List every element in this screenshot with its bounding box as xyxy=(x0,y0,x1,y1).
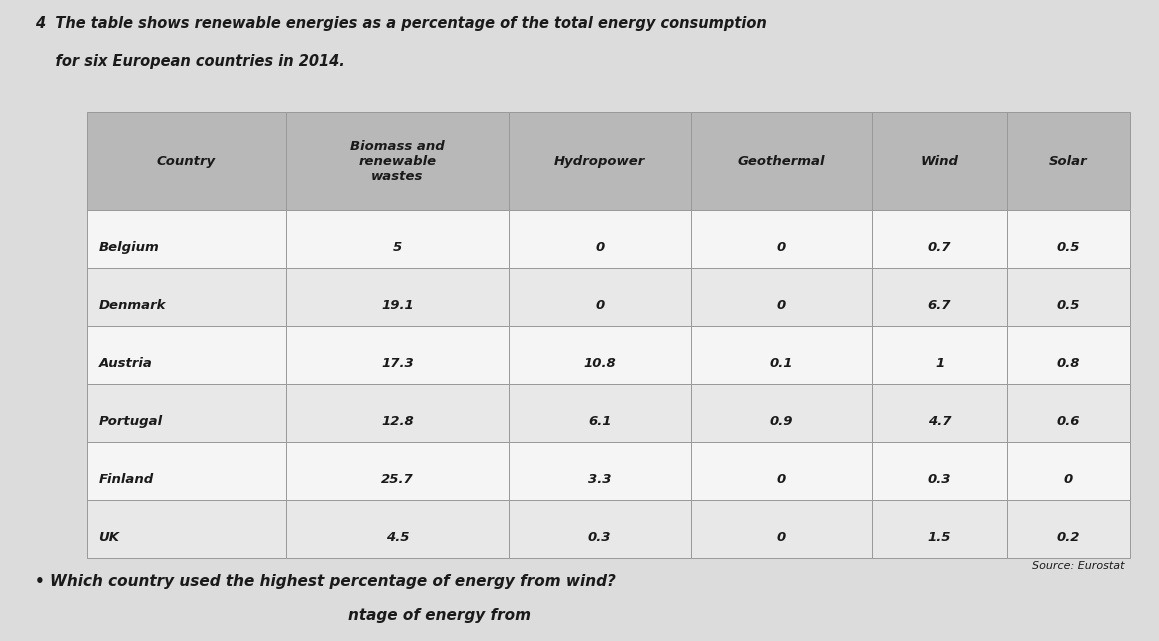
Text: Finland: Finland xyxy=(99,473,154,486)
Text: 0: 0 xyxy=(777,531,786,544)
Text: Geothermal: Geothermal xyxy=(737,154,825,168)
Text: Denmark: Denmark xyxy=(99,299,166,312)
Text: 0.2: 0.2 xyxy=(1057,531,1080,544)
Text: for six European countries in 2014.: for six European countries in 2014. xyxy=(35,54,344,69)
Text: • Which country used the highest percentage of energy from wind?: • Which country used the highest percent… xyxy=(35,574,615,588)
Text: Portugal: Portugal xyxy=(99,415,162,428)
Text: 0.7: 0.7 xyxy=(928,241,952,254)
Text: 4.5: 4.5 xyxy=(386,531,409,544)
Text: 0.9: 0.9 xyxy=(770,415,793,428)
Text: 0: 0 xyxy=(1064,473,1073,486)
Text: 0.5: 0.5 xyxy=(1057,241,1080,254)
Text: 0.5: 0.5 xyxy=(1057,299,1080,312)
Text: 6.1: 6.1 xyxy=(588,415,612,428)
Text: 0.8: 0.8 xyxy=(1057,357,1080,370)
Text: 0: 0 xyxy=(595,241,604,254)
Text: 3.3: 3.3 xyxy=(588,473,612,486)
Text: 17.3: 17.3 xyxy=(381,357,414,370)
Text: 25.7: 25.7 xyxy=(381,473,414,486)
Text: Belgium: Belgium xyxy=(99,241,159,254)
Text: 0: 0 xyxy=(595,299,604,312)
Text: Source: Eurostat: Source: Eurostat xyxy=(1032,561,1124,571)
Text: 0: 0 xyxy=(777,299,786,312)
Text: Solar: Solar xyxy=(1049,154,1088,168)
Text: 12.8: 12.8 xyxy=(381,415,414,428)
Text: 0: 0 xyxy=(777,241,786,254)
Text: 4.7: 4.7 xyxy=(928,415,952,428)
Text: 5: 5 xyxy=(393,241,402,254)
Text: UK: UK xyxy=(99,531,119,544)
Text: 0.3: 0.3 xyxy=(588,531,612,544)
Text: 6.7: 6.7 xyxy=(928,299,952,312)
Text: 0: 0 xyxy=(777,473,786,486)
Text: 0.3: 0.3 xyxy=(928,473,952,486)
Text: Country: Country xyxy=(156,154,216,168)
Text: 1.5: 1.5 xyxy=(928,531,952,544)
Text: 4  The table shows renewable energies as a percentage of the total energy consum: 4 The table shows renewable energies as … xyxy=(35,16,766,31)
Text: 1: 1 xyxy=(935,357,945,370)
Text: 10.8: 10.8 xyxy=(583,357,617,370)
Text: 0.1: 0.1 xyxy=(770,357,793,370)
Text: Hydropower: Hydropower xyxy=(554,154,646,168)
Text: 19.1: 19.1 xyxy=(381,299,414,312)
Text: ntage of energy from: ntage of energy from xyxy=(348,608,531,622)
Text: Biomass and
renewable
wastes: Biomass and renewable wastes xyxy=(350,140,445,183)
Text: Wind: Wind xyxy=(920,154,958,168)
Text: Austria: Austria xyxy=(99,357,152,370)
Text: 0.6: 0.6 xyxy=(1057,415,1080,428)
